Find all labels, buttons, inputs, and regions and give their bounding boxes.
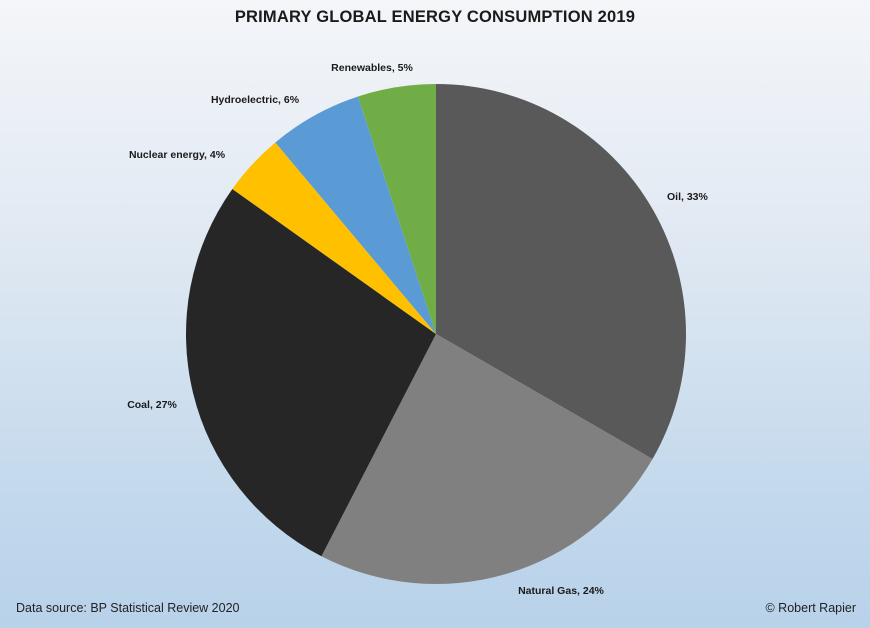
pie-slice-coal <box>185 188 436 557</box>
data-label: Renewables, 5% <box>331 62 413 74</box>
data-source: Data source: BP Statistical Review 2020 <box>16 601 240 615</box>
pie-slice-hydroelectric <box>275 96 436 334</box>
data-label: Nuclear energy, 4% <box>129 149 226 161</box>
pie-slice-oil <box>436 84 687 459</box>
chart-title: PRIMARY GLOBAL ENERGY CONSUMPTION 2019 <box>234 8 636 26</box>
pie-slice-natural-gas <box>321 334 653 584</box>
data-label: Natural Gas, 24% <box>518 585 604 597</box>
pie-slice-nuclear-energy <box>232 142 436 334</box>
data-label: Hydroelectric, 6% <box>211 94 300 106</box>
data-label: Coal, 27% <box>127 399 177 411</box>
copyright: © Robert Rapier <box>765 601 857 615</box>
data-label: Oil, 33% <box>667 191 709 203</box>
pie-slice-renewables <box>357 84 436 334</box>
